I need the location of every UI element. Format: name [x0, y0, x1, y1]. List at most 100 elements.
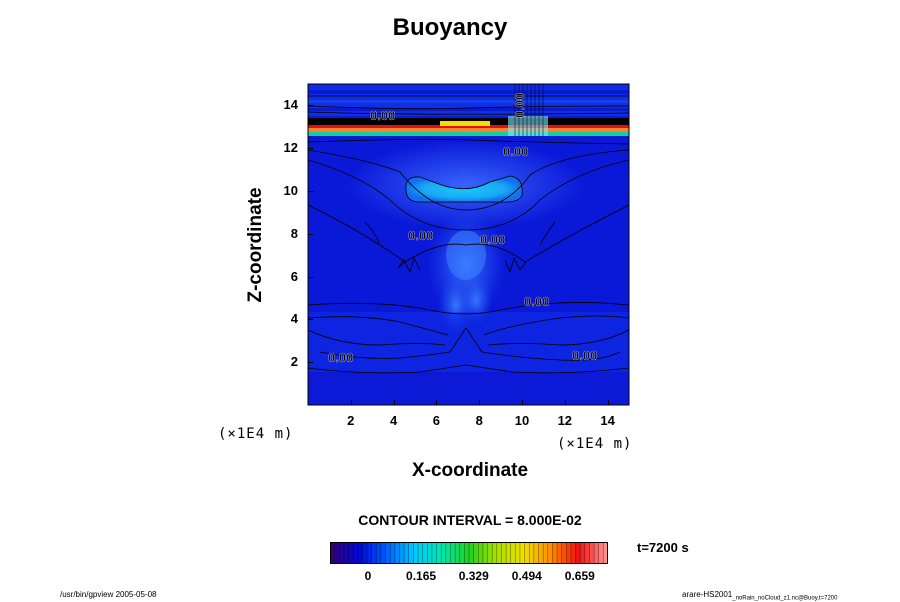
colorbar-cell: [418, 542, 424, 564]
colorbar-tick-label: 0.165: [406, 569, 437, 583]
x-tick-mark: [522, 400, 523, 405]
colorbar-cell: [362, 542, 368, 564]
colorbar-cell: [404, 542, 410, 564]
y-tick-label: 6: [290, 268, 298, 284]
plot-frame: [307, 83, 630, 406]
colorbar: [330, 542, 608, 564]
colorbar-cell: [339, 542, 345, 564]
contour-label: 0.00: [512, 93, 527, 118]
colorbar-cell: [427, 542, 433, 564]
colorbar-cell: [436, 542, 442, 564]
colorbar-cell: [478, 542, 484, 564]
colorbar-cell: [450, 542, 456, 564]
x-tick-label: 10: [514, 413, 530, 428]
colorbar-cell: [343, 542, 350, 564]
colorbar-cell: [376, 542, 382, 564]
y-tick-label: 10: [283, 183, 298, 198]
x-tick-mark: [479, 400, 481, 405]
colorbar-cell: [459, 542, 465, 564]
x-tick-label: 4: [389, 413, 398, 428]
colorbar-tick-label: 0: [364, 569, 372, 583]
colorbar-cell: [394, 542, 400, 564]
colorbar-cell: [510, 542, 516, 564]
colorbar-cell: [557, 542, 563, 564]
x-tick-mark: [564, 400, 566, 405]
colorbar-cell: [385, 542, 391, 564]
colorbar-tick-label: 0.329: [458, 569, 489, 583]
y-tick-mark: [308, 148, 313, 150]
x-unit-label-left: (×1E4 m): [218, 426, 294, 442]
colorbar-cell: [487, 542, 493, 564]
x-tick-label: 8: [475, 413, 483, 428]
colorbar-cell: [482, 542, 489, 564]
colorbar-cell: [348, 542, 354, 564]
contour-label: 0.00: [572, 348, 597, 363]
colorbar-cell: [413, 542, 419, 564]
colorbar-cell: [566, 542, 572, 564]
colorbar-cell: [594, 542, 600, 564]
x-tick-mark: [436, 400, 438, 405]
colorbar-cell: [492, 542, 498, 564]
contour-interval-label: CONTOUR INTERVAL = 8.000E-02: [358, 512, 582, 528]
x-unit-label-right: (×1E4 m): [557, 436, 633, 452]
colorbar-cell: [501, 542, 507, 564]
y-tick-mark: [308, 191, 313, 192]
contour-label: 0.00: [328, 350, 353, 365]
colorbar-cell: [469, 542, 475, 564]
footer-right: arare-HS2001_noRain_noCloud_z1.nc@Buoy,t…: [682, 590, 837, 602]
chart-title: Buoyancy: [392, 14, 508, 41]
colorbar-cell: [561, 542, 567, 564]
colorbar-cell: [390, 542, 396, 564]
colorbar-cell: [575, 542, 581, 564]
colorbar-cell: [603, 542, 608, 564]
footer-left: /usr/bin/gpview 2005-05-08: [60, 590, 157, 599]
colorbar-cell: [353, 542, 359, 564]
x-tick-label: 6: [432, 413, 440, 428]
contour-pack: [514, 84, 544, 136]
colorbar-cell: [538, 542, 544, 564]
colorbar-cell: [543, 542, 549, 564]
heatmap-field: [308, 84, 629, 405]
x-tick-label: 14: [600, 413, 615, 428]
colorbar-cell: [334, 542, 340, 564]
contour-lines: [308, 95, 629, 374]
colorbar-cell: [445, 542, 451, 564]
colorbar-cell: [547, 542, 553, 564]
colorbar-cell: [422, 542, 428, 564]
contour-label: 0.00: [503, 144, 528, 159]
colorbar-cell: [399, 542, 405, 564]
contour-label: 0.00: [408, 228, 433, 243]
colorbar-cell: [524, 542, 530, 564]
colorbar-cell: [519, 542, 526, 564]
x-tick-mark: [393, 400, 395, 405]
y-tick-mark: [308, 233, 313, 235]
colorbar-cell: [515, 542, 521, 564]
colorbar-cell: [367, 542, 373, 564]
colorbar-cell: [408, 542, 414, 564]
colorbar-cell: [496, 542, 502, 564]
y-tick-label: 12: [283, 140, 298, 156]
colorbar-cell: [533, 542, 539, 564]
x-tick-label: 12: [557, 413, 573, 428]
colorbar-cell: [380, 542, 387, 564]
x-tick-mark: [350, 400, 352, 405]
x-axis-label: X-coordinate: [411, 460, 529, 481]
y-tick-mark: [308, 362, 313, 364]
footer-right-sub: _noRain_noCloud_z1.nc@Buoy,t=7200: [732, 595, 838, 602]
colorbar-cell: [584, 542, 590, 564]
y-tick-label: 2: [290, 354, 298, 370]
y-tick-label: 8: [290, 225, 298, 241]
colorbar-cell: [455, 542, 461, 564]
colorbar-cell: [552, 542, 558, 564]
colorbar-frame: [330, 542, 608, 564]
time-label: t=7200 s: [637, 540, 689, 555]
colorbar-cell: [570, 542, 577, 564]
colorbar-tick-label: 0.659: [564, 569, 595, 583]
colorbar-cell: [506, 542, 512, 564]
y-tick-label: 4: [290, 311, 298, 327]
y-tick-mark: [308, 319, 313, 321]
x-tick-label: 2: [347, 413, 355, 428]
colorbar-cell: [357, 542, 363, 564]
y-tick-mark: [308, 105, 313, 107]
